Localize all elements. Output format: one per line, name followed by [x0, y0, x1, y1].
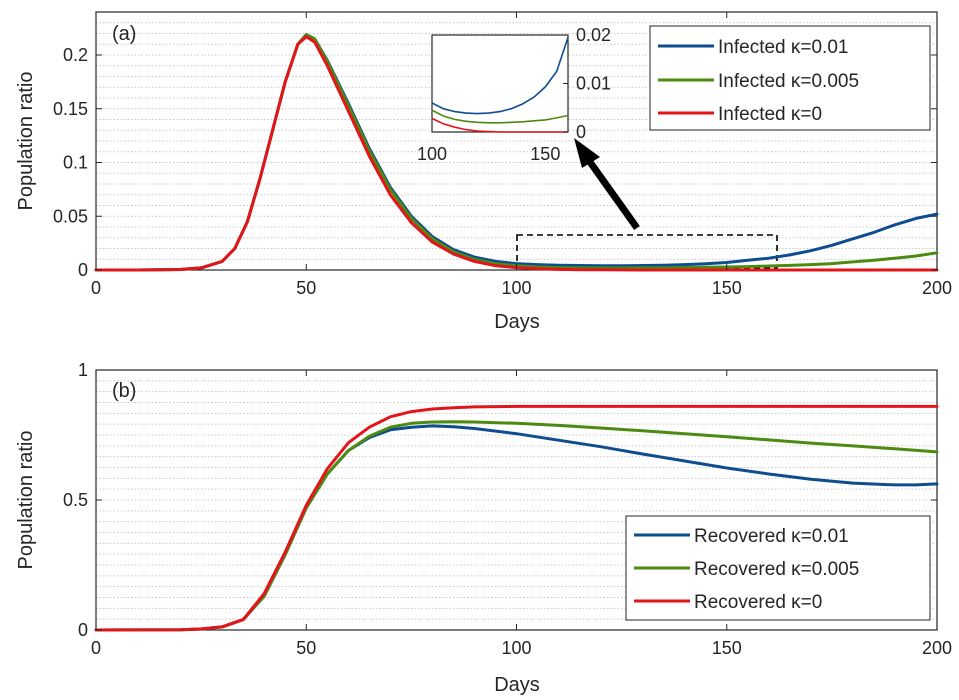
x-tick-label: 100 [501, 278, 531, 298]
inset-y-tick-label: 0 [576, 122, 586, 142]
inset-plot-area [431, 34, 569, 133]
inset-ticks: 100 150 0 0.01 0.02 [417, 25, 611, 164]
panel-a-label: (a) [112, 23, 136, 45]
x-tick-label: 200 [922, 278, 952, 298]
x-tick-label: 150 [712, 638, 742, 658]
panel-a-legend: Infected κ=0.01 Infected κ=0.005 Infecte… [649, 25, 931, 131]
panel-b: 0 50 100 150 200 0 0.5 1 (b) Days Population ra… [15, 360, 952, 696]
inset-lines [431, 37, 569, 133]
inset-y-tick-label: 0.02 [576, 25, 611, 45]
x-tick-label: 50 [296, 278, 316, 298]
legend-b-label-2: Recovered κ=0 [694, 592, 822, 613]
series-line-b-2 [94, 404, 939, 632]
y-tick-label: 0.05 [53, 206, 88, 226]
y-tick-label: 0.5 [63, 490, 88, 510]
y-tick-label: 0 [78, 620, 88, 640]
panel-a-ylabel: Population ratio [15, 72, 37, 211]
inset-series-line-0 [431, 37, 569, 115]
panel-b-xlabel: Days [494, 674, 540, 696]
panel-b-lines [94, 404, 939, 632]
legend-b-label-0: Recovered κ=0.01 [694, 526, 849, 547]
y-tick-label: 0.2 [63, 45, 88, 65]
panel-b-label: (b) [112, 380, 136, 402]
y-tick-label: 0.15 [53, 99, 88, 119]
inset-series-line-2 [431, 117, 568, 133]
legend-a-label-0: Infected κ=0.01 [718, 37, 848, 58]
legend-a-label-1: Infected κ=0.005 [718, 71, 859, 92]
zoom-arrow [574, 138, 640, 231]
series-line-a-2 [94, 35, 939, 272]
panel-a: 0 50 100 150 200 0 0.05 0.1 0.15 0.2 (a) Days Pop… [15, 11, 952, 333]
legend-b-label-1: Recovered κ=0.005 [694, 559, 859, 580]
panel-b-ticks: 0 50 100 150 200 0 0.5 1 [63, 360, 952, 658]
x-tick-label: 0 [91, 278, 101, 298]
x-tick-label: 50 [296, 638, 316, 658]
y-tick-label: 1 [78, 360, 88, 380]
x-tick-label: 100 [501, 638, 531, 658]
inset-chart: 100 150 0 0.01 0.02 [417, 25, 611, 164]
legend-a-label-2: Infected κ=0 [718, 104, 822, 125]
x-tick-label: 200 [922, 638, 952, 658]
panel-a-lines [94, 33, 939, 272]
inset-x-tick-label: 150 [530, 144, 560, 164]
y-tick-label: 0.1 [63, 153, 88, 173]
x-tick-label: 0 [91, 638, 101, 658]
inset-y-tick-label: 0.01 [576, 74, 611, 94]
zoom-box [516, 234, 778, 269]
panel-a-xlabel: Days [494, 311, 540, 333]
panel-b-ylabel: Population ratio [15, 431, 37, 570]
inset-x-tick-label: 100 [417, 144, 447, 164]
inset-series-line-1 [431, 109, 569, 124]
panel-a-grid [96, 22, 937, 260]
panel-a-ticks: 0 50 100 150 200 0 0.05 0.1 0.15 0.2 [53, 12, 952, 298]
panel-b-legend: Recovered κ=0.01 Recovered κ=0.005 Recov… [625, 515, 931, 621]
x-tick-label: 150 [712, 278, 742, 298]
y-tick-label: 0 [78, 260, 88, 280]
